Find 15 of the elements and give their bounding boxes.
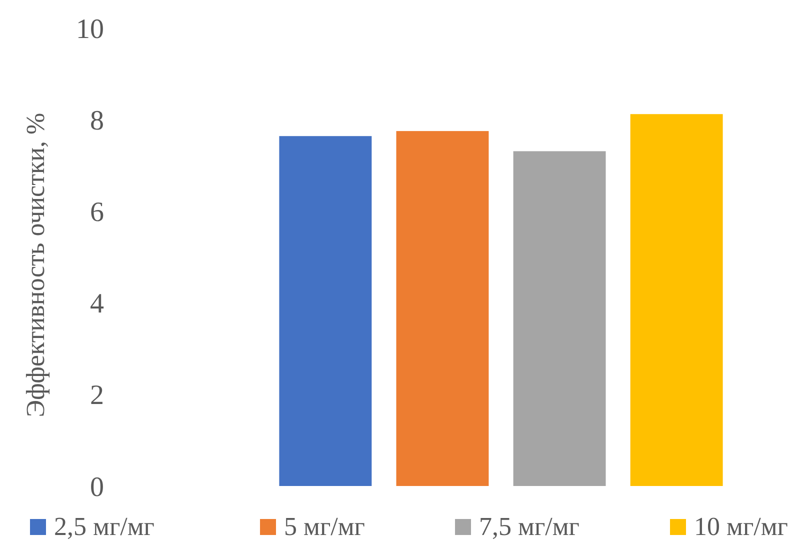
y-tick-label: 10 [76, 14, 104, 45]
y-tick-label: 4 [90, 288, 104, 320]
bar [279, 136, 372, 486]
bar [396, 131, 489, 486]
y-tick-label: 0 [90, 472, 104, 503]
legend-label: 10 мг/мг [694, 512, 788, 541]
y-tick-label: 2 [90, 380, 104, 412]
legend-label: 7,5 мг/мг [479, 512, 580, 541]
y-axis-title: Эффективность очистки, % [21, 112, 50, 418]
y-tick-label: 6 [90, 197, 104, 228]
bar [513, 151, 606, 486]
y-tick-label: 8 [90, 105, 104, 136]
legend-label: 5 мг/мг [284, 512, 365, 541]
bar [630, 114, 723, 486]
legend-label: 2,5 мг/мг [54, 512, 154, 541]
